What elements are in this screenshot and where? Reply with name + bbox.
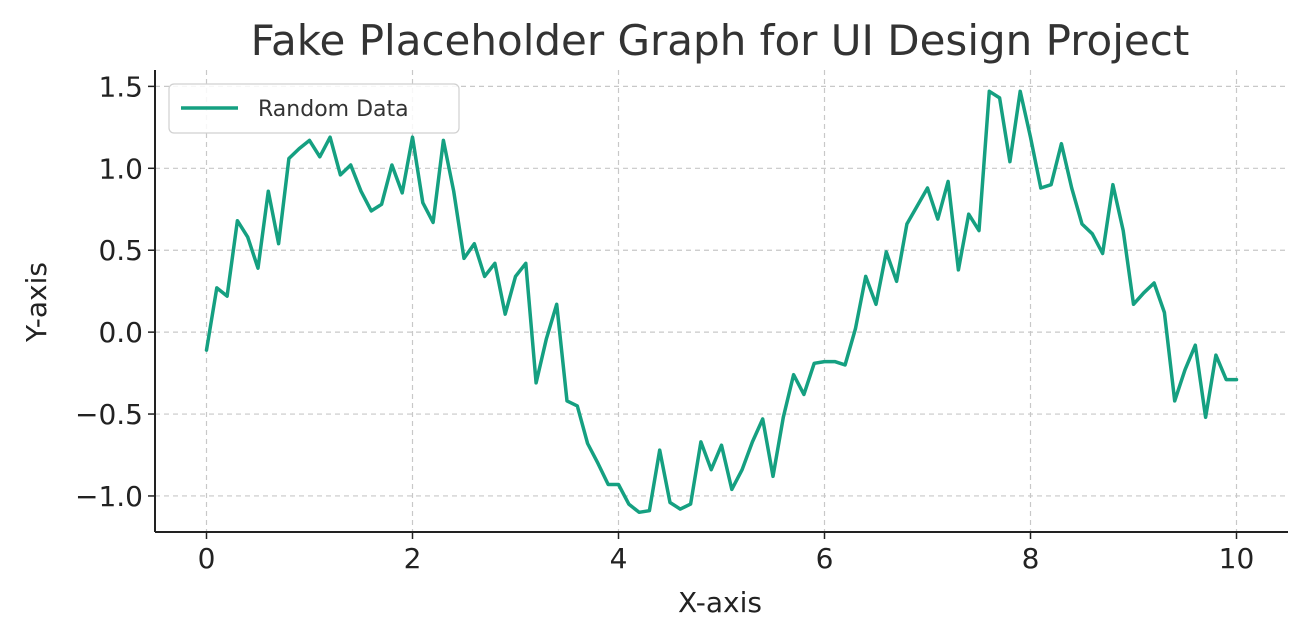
y-tick-label: 1.0	[98, 152, 143, 185]
y-tick-label: −0.5	[75, 398, 143, 431]
x-tick-label: 2	[404, 542, 422, 575]
axes	[154, 70, 1288, 533]
chart-title: Fake Placeholder Graph for UI Design Pro…	[251, 16, 1190, 65]
x-tick-label: 4	[610, 542, 628, 575]
legend: Random Data	[168, 83, 460, 134]
legend-label-random-data: Random Data	[258, 97, 409, 122]
y-axis-label: Y-axis	[20, 262, 53, 343]
y-tick-label: −1.0	[75, 480, 143, 513]
x-ticks: 0 2 4 6 8 10	[198, 532, 1255, 575]
x-axis-label: X-axis	[678, 586, 762, 619]
x-tick-label: 8	[1022, 542, 1040, 575]
y-ticks: −1.0 −0.5 0.0 0.5 1.0 1.5	[75, 70, 155, 513]
series-group	[204, 89, 1239, 515]
y-tick-label: 0.5	[98, 234, 143, 267]
legend-box	[168, 83, 460, 134]
x-tick-label: 6	[816, 542, 834, 575]
y-tick-label: 0.0	[98, 316, 143, 349]
y-tick-label: 1.5	[98, 70, 143, 103]
x-tick-label: 0	[198, 542, 216, 575]
series-line	[204, 89, 1239, 515]
x-tick-label: 10	[1219, 542, 1255, 575]
